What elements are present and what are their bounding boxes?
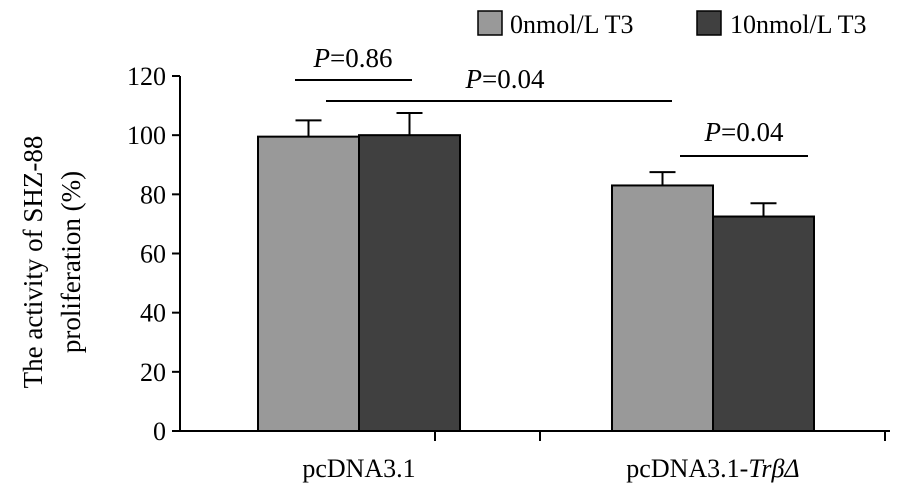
legend: 0nmol/L T3 10nmol/L T3 [477,10,867,39]
bar-1-0 [611,184,714,432]
bar-0-0 [257,135,360,432]
x-tick-label-0: pcDNA3.1 [302,454,415,483]
significance-annotations: P=0.86 P=0.04 P=0.04 [295,43,808,157]
bar-0-1 [358,134,461,433]
significance-label-1: P=0.86 [313,43,393,73]
y-axis-label-line2: proliferation (%) [56,171,86,353]
x-axis-labels: pcDNA3.1 pcDNA3.1-TrβΔ [302,454,799,483]
significance-label-2: P=0.04 [465,64,545,94]
y-tick-label-5: 100 [127,121,166,150]
y-tick-label-0: 0 [153,417,166,446]
legend-label-1: 10nmol/L T3 [730,10,867,39]
legend-swatch-0 [477,10,503,36]
y-tick-label-6: 120 [127,62,166,91]
legend-swatch-1 [696,10,722,36]
y-tick-label-2: 40 [140,299,166,328]
y-axis-label-line1: The activity of SHZ-88 [18,136,48,389]
y-tick-label-1: 20 [140,358,166,387]
legend-label-0: 0nmol/L T3 [510,10,634,39]
y-tick-label-3: 60 [140,240,166,269]
significance-label-3: P=0.04 [704,117,784,147]
y-tick-label-4: 80 [140,180,166,209]
plot-area: 0 20 40 60 80 100 120 [127,62,890,446]
x-tick-label-1: pcDNA3.1-TrβΔ [626,454,799,483]
bar-1-1 [712,215,815,432]
